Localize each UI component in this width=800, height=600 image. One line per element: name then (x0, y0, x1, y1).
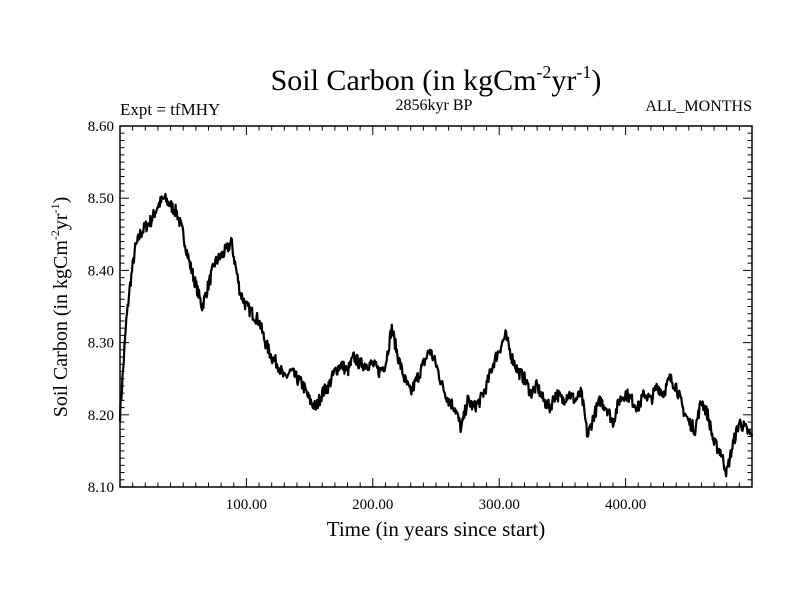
title-mid: yr (551, 64, 576, 97)
x-tick-label: 200.00 (352, 497, 393, 513)
ylabel-sup2: -1 (48, 203, 62, 213)
x-axis-label: Time (in years since start) (327, 517, 546, 541)
subtitle-months: ALL_MONTHS (645, 98, 752, 115)
x-tick-label: 300.00 (479, 497, 520, 513)
y-tick-label: 8.40 (88, 263, 114, 279)
plot-frame (119, 125, 753, 488)
axis-ticks (119, 125, 753, 488)
y-tick-labels: 8.10 8.20 8.30 8.40 8.50 8.60 (88, 119, 114, 496)
y-tick-label: 8.20 (88, 408, 114, 424)
ylabel-end: ) (50, 197, 72, 204)
y-tick-label: 8.60 (88, 119, 114, 135)
x-tick-labels: 100.00 200.00 300.00 400.00 (226, 497, 646, 513)
y-tick-label: 8.50 (88, 191, 114, 207)
subtitle-period: 2856kyr BP (396, 97, 473, 114)
title-end: ) (591, 64, 601, 97)
ylabel-sup1: -2 (48, 230, 62, 240)
title-main: Soil Carbon (in kgCm (271, 64, 537, 97)
chart-title: Soil Carbon (in kgCm-2yr-1) (271, 62, 602, 97)
x-tick-label: 400.00 (605, 497, 646, 513)
ylabel-main: Soil Carbon (in kgCm (50, 240, 72, 418)
y-tick-label: 8.10 (88, 480, 114, 496)
ylabel-mid: yr (50, 213, 72, 230)
title-sup2: -1 (576, 62, 591, 82)
y-tick-label: 8.30 (88, 336, 114, 352)
x-tick-label: 100.00 (226, 497, 267, 513)
y-axis-label: Soil Carbon (in kgCm-2yr-1) (48, 197, 72, 418)
subtitle-expt: Expt = tfMHY (120, 100, 220, 119)
title-sup1: -2 (536, 62, 551, 82)
series-line (118, 192, 754, 478)
